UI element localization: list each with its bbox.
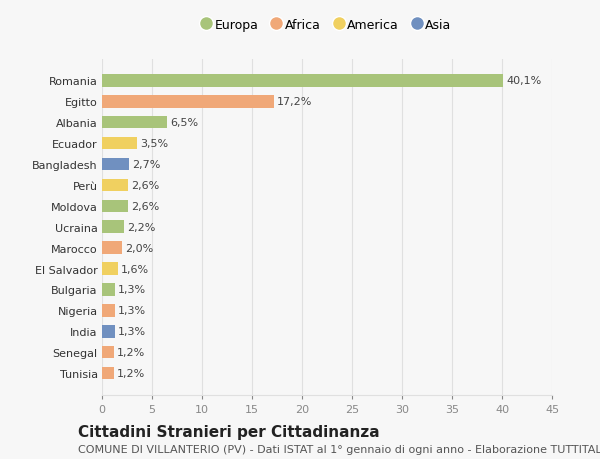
Bar: [102, 325, 115, 338]
Bar: [102, 221, 124, 234]
Bar: [102, 200, 128, 213]
Text: COMUNE DI VILLANTERIO (PV) - Dati ISTAT al 1° gennaio di ogni anno - Elaborazion: COMUNE DI VILLANTERIO (PV) - Dati ISTAT …: [78, 444, 600, 454]
Text: 40,1%: 40,1%: [506, 76, 541, 86]
Bar: [102, 242, 122, 254]
Text: Cittadini Stranieri per Cittadinanza: Cittadini Stranieri per Cittadinanza: [78, 425, 380, 440]
Bar: [102, 96, 274, 108]
Bar: [102, 158, 129, 171]
Bar: [102, 179, 128, 192]
Text: 2,6%: 2,6%: [131, 202, 159, 211]
Bar: [102, 117, 167, 129]
Text: 3,5%: 3,5%: [140, 139, 168, 149]
Text: 2,0%: 2,0%: [125, 243, 153, 253]
Bar: [102, 284, 115, 296]
Legend: Europa, Africa, America, Asia: Europa, Africa, America, Asia: [199, 16, 455, 36]
Text: 2,7%: 2,7%: [132, 160, 160, 170]
Text: 1,3%: 1,3%: [118, 306, 146, 316]
Text: 1,3%: 1,3%: [118, 285, 146, 295]
Text: 1,6%: 1,6%: [121, 264, 149, 274]
Bar: [102, 367, 114, 380]
Bar: [102, 75, 503, 87]
Bar: [102, 263, 118, 275]
Text: 1,2%: 1,2%: [117, 347, 145, 358]
Text: 1,3%: 1,3%: [118, 326, 146, 336]
Bar: [102, 304, 115, 317]
Bar: [102, 138, 137, 150]
Text: 6,5%: 6,5%: [170, 118, 198, 128]
Bar: [102, 346, 114, 358]
Text: 2,2%: 2,2%: [127, 222, 155, 232]
Text: 2,6%: 2,6%: [131, 180, 159, 190]
Text: 1,2%: 1,2%: [117, 368, 145, 378]
Text: 17,2%: 17,2%: [277, 97, 313, 107]
